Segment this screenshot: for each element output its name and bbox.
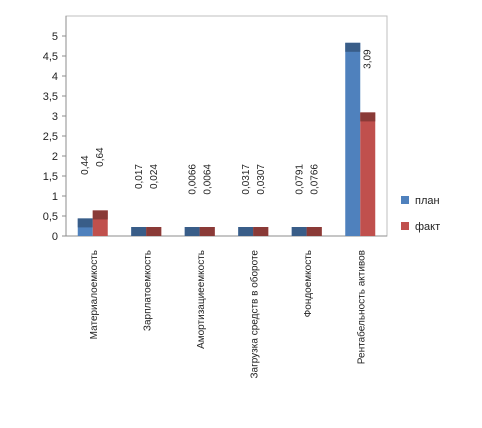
bar-факт-5 [360,112,376,236]
legend: план факт [401,195,440,233]
data-label-план-2: 0,0066 [187,164,198,195]
category-label-3: Загрузка средств в обороте [248,250,260,379]
x-axis-labels: Материалоемкость Зарплатоемкость Амортизац… [89,250,368,379]
category-label-1: Зарплатоемкость [142,250,153,331]
bar-план-1 [131,227,147,236]
y-tick-label: 1,5 [43,171,58,183]
bar-план-3 [238,227,254,236]
y-tick-label: 5 [52,31,58,43]
y-tick-label: 2 [52,151,58,163]
data-label-план-1: 0,017 [134,164,145,189]
data-label-факт-4: 0,0766 [309,164,320,195]
plot-area [65,15,388,237]
data-labels: 0,44 0,64 0,017 0,024 0,0066 0,0064 0,0317 0,03… [80,49,374,195]
bar-факт-0 [92,210,108,236]
category-label-4: Фондоемкость [303,250,314,317]
legend-label: факт [415,221,440,233]
legend-item-факт: факт [401,221,440,233]
data-label-факт-2: 0,0064 [202,164,213,195]
y-tick-label: 3 [52,111,58,123]
bar-факт-2 [199,227,215,236]
y-axis-ticks: 0 0,5 1 1,5 2 2,5 3 3,5 4 4,5 5 [43,31,66,243]
y-tick-label: 0,5 [43,211,58,223]
category-label-5: Рентабельность активов [355,250,367,364]
data-label-факт-1: 0,024 [149,164,160,189]
legend-item-план: план [401,195,440,207]
bar-факт-3 [253,227,269,236]
bar-план-5 [345,42,361,236]
data-label-факт-5: 3,09 [363,49,374,69]
data-label-план-4: 0,0791 [294,164,305,195]
bar-факт-1 [146,227,162,236]
data-label-план-0: 0,44 [80,155,91,175]
data-label-план-3: 0,0317 [241,164,252,195]
legend-label: план [415,195,440,207]
category-label-0: Материалоемкость [89,250,100,339]
data-label-факт-3: 0,0307 [256,164,267,195]
y-tick-label: 3,5 [43,91,58,103]
y-tick-label: 4 [52,71,58,83]
bar-план-2 [184,227,200,236]
bars [77,42,376,236]
y-tick-label: 1 [52,191,58,203]
bar-план-0 [77,218,93,236]
y-tick-label: 0 [52,231,58,243]
bar-план-4 [291,227,307,236]
y-tick-label: 4,5 [43,51,58,63]
category-label-2: Амортизациеемкость [196,250,207,349]
bar-факт-4 [306,227,322,236]
data-label-факт-0: 0,64 [95,147,106,167]
y-tick-label: 2,5 [43,131,58,143]
